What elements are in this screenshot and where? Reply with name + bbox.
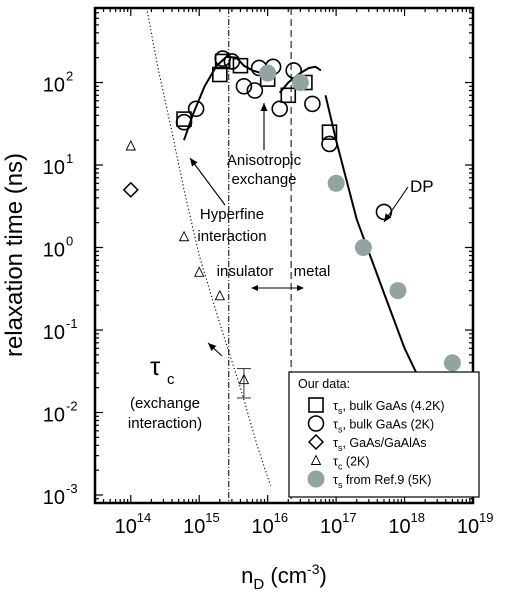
annotation-tau-c: τ: [150, 351, 161, 381]
point-square-5: [280, 87, 297, 104]
point-diamond-0: [122, 181, 139, 198]
y-tick-label-exp: -2: [66, 399, 78, 414]
legend-marker-diamond: [307, 433, 325, 451]
legend-entry-0: τs, bulk GaAs (4.2K): [333, 399, 445, 416]
x-tick-label-exp: 16: [274, 510, 288, 525]
x-tick-label-exp: 15: [205, 510, 219, 525]
annotation-interaction-paren: interaction): [128, 415, 202, 432]
legend-marker-circle: [307, 415, 325, 432]
x-tick-label-exp: 19: [479, 510, 493, 525]
point-circle-8: [271, 100, 289, 118]
x-axis-title: nD (cm-3): [241, 561, 327, 593]
point-circle-5: [246, 82, 264, 99]
point-filled-circle-2: [327, 174, 345, 192]
y-axis-title: relaxation time (ns): [1, 153, 28, 357]
y-tick-label-base: 10: [43, 322, 65, 344]
curve-anisotropic: [278, 65, 322, 94]
y-tick-label-exp: 0: [66, 234, 73, 249]
y-tick-label-base: 10: [43, 487, 65, 509]
point-circle-4: [235, 77, 253, 95]
x-tick-label-base: 10: [183, 516, 205, 538]
annotation-tau-c-sub: c: [167, 371, 175, 388]
point-filled-circle-0: [259, 64, 277, 82]
point-triangle-1: [178, 230, 190, 242]
curve-DP: [324, 95, 439, 417]
legend-entry-3: τc (2K): [333, 455, 370, 472]
point-square-3: [232, 57, 249, 74]
data-markers: [122, 50, 461, 399]
y-tick-label-exp: -1: [66, 316, 78, 331]
legend-marker-triangle: [310, 454, 322, 465]
arrow-hyperfine-head: [190, 158, 198, 167]
y-tick-label-base: 10: [43, 75, 65, 97]
point-square-7: [321, 124, 338, 140]
curve-hyperfine: [183, 55, 262, 141]
point-circle-1: [187, 100, 205, 118]
point-circle-2: [214, 50, 231, 67]
point-filled-circle-1: [291, 74, 309, 92]
arrow-metal-head: [297, 285, 304, 291]
y-tick-label-exp: -3: [66, 481, 78, 496]
point-square-1: [212, 66, 228, 83]
arrow-anisotropic-head: [260, 103, 268, 111]
axis-titles: relaxation time (ns) nD (cm-3): [1, 153, 327, 593]
point-triangle-3: [214, 289, 226, 301]
annotation-exchange-paren: (exchange: [130, 395, 200, 412]
annotation-insulator: insulator: [217, 263, 274, 280]
arrow-exchange-head: [208, 343, 217, 352]
curve-exchange: [146, 8, 272, 486]
point-circle-12: [321, 135, 338, 153]
annotation-metal: metal: [294, 263, 331, 280]
annotations: Anisotropic exchange Hyperfine interaction D…: [128, 103, 434, 432]
x-tick-label-exp: 18: [411, 510, 425, 525]
point-circle-11: [304, 95, 321, 113]
annotation-exchange: exchange: [231, 171, 296, 188]
legend-entry-2: τs, GaAs/GaAlAs: [333, 436, 427, 453]
point-filled-circle-3: [354, 239, 372, 257]
point-filled-circle-4: [389, 282, 407, 300]
legend-marker-square: [308, 397, 324, 413]
arrow-insulator-head: [251, 285, 258, 291]
x-tick-label-base: 10: [457, 516, 479, 538]
x-tick-label-base: 10: [320, 516, 342, 538]
legend-marker-filled-circle: [307, 470, 325, 488]
x-tick-label-base: 10: [115, 516, 137, 538]
y-tick-label-exp: 2: [66, 69, 73, 84]
annotation-dp: DP: [410, 177, 434, 196]
x-tick-label-exp: 17: [342, 510, 356, 525]
y-tick-label-base: 10: [43, 240, 65, 262]
legend: Our data: τs, bulk GaAs (4.2K) τs, bulk Ga…: [288, 371, 480, 498]
annotation-anisotropic: Anisotropic: [227, 152, 302, 169]
point-filled-circle-5: [443, 354, 461, 372]
point-circle-0: [175, 113, 193, 131]
arrow-dp-head: [384, 213, 392, 222]
x-tick-label-base: 10: [252, 516, 274, 538]
x-tick-label-exp: 14: [137, 510, 151, 525]
legend-entry-4: τs from Ref.9 (5K): [333, 473, 431, 490]
y-tick-label-base: 10: [43, 157, 65, 179]
annotation-interaction: interaction: [197, 228, 266, 245]
x-tick-label-base: 10: [388, 516, 410, 538]
point-circle-3: [223, 53, 241, 70]
point-triangle-0: [125, 139, 137, 151]
arrow-hyperfine: [189, 157, 226, 206]
point-triangle-2: [194, 266, 205, 277]
annotation-hyperfine: Hyperfine: [200, 206, 264, 223]
y-tick-label-base: 10: [43, 405, 65, 427]
legend-entry-1: τs, bulk GaAs (2K): [333, 418, 434, 435]
y-tick-label-exp: 1: [66, 151, 73, 166]
legend-title: Our data:: [298, 377, 350, 391]
